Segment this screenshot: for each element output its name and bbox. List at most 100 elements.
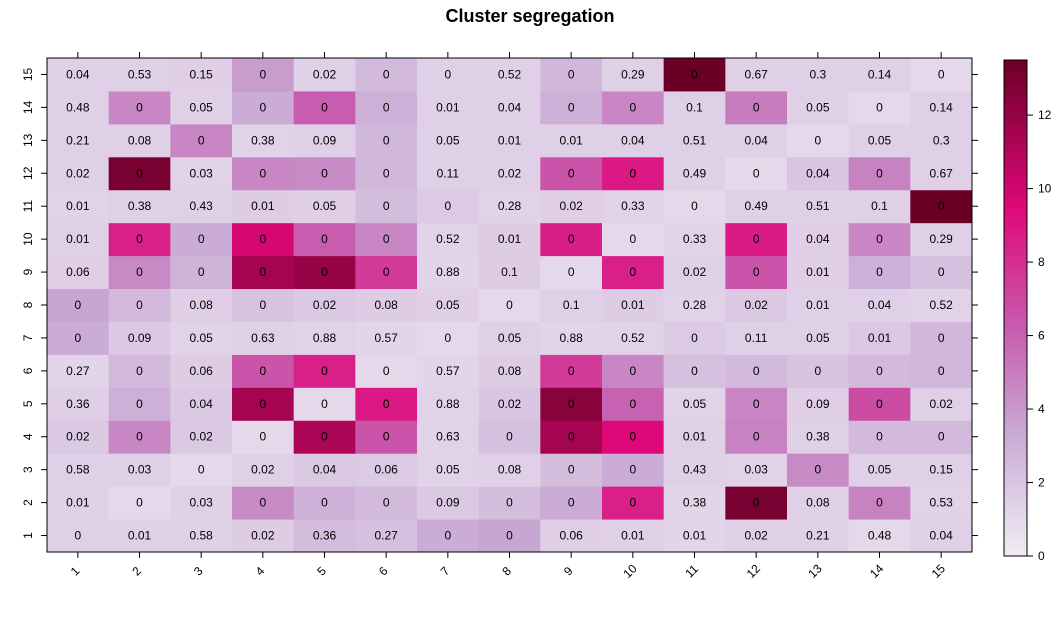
heatmap-cell xyxy=(355,123,418,158)
cell-value-label: 0.02 xyxy=(559,199,583,213)
heatmap-cell xyxy=(47,288,110,322)
heatmap-cell xyxy=(848,255,911,290)
heatmap-cell xyxy=(478,222,541,257)
heatmap-cell xyxy=(47,387,110,421)
cell-value-label: 0.04 xyxy=(313,463,337,477)
cell-value-label: 0 xyxy=(259,430,266,444)
heatmap-cell xyxy=(417,486,480,520)
cell-value-label: 0 xyxy=(136,265,143,279)
cell-value-label: 0.43 xyxy=(683,463,707,477)
cell-value-label: 0.02 xyxy=(498,166,522,180)
cell-value-label: 0.04 xyxy=(929,529,953,543)
heatmap-cell xyxy=(108,58,171,92)
cell-value-label: 0 xyxy=(198,133,205,147)
y-tick-label: 9 xyxy=(21,268,35,275)
heatmap-cell xyxy=(170,486,233,520)
heatmap-cell xyxy=(232,58,295,92)
cell-value-label: 0.05 xyxy=(313,199,337,213)
cell-value-label: 0.01 xyxy=(128,529,152,543)
heatmap-cell xyxy=(910,90,973,125)
heatmap-cell xyxy=(540,288,603,322)
heatmap-cell xyxy=(478,58,541,92)
cell-value-label: 0.11 xyxy=(437,166,460,180)
cell-value-label: 0 xyxy=(753,397,760,411)
cell-value-label: 0.06 xyxy=(559,529,583,543)
cell-value-label: 0 xyxy=(259,496,266,510)
cell-value-label: 0 xyxy=(629,364,636,378)
heatmap-cell xyxy=(910,519,973,553)
heatmap-cell xyxy=(848,321,911,355)
heatmap-cell xyxy=(663,288,726,322)
heatmap-cell xyxy=(232,255,295,290)
heatmap-cell xyxy=(725,255,788,290)
x-tick-label: 7 xyxy=(438,564,453,579)
cell-value-label: 0.52 xyxy=(621,331,645,345)
heatmap-cell xyxy=(910,354,973,388)
cell-value-label: 0.02 xyxy=(66,166,90,180)
heatmap-cell xyxy=(725,189,788,224)
cell-value-label: 0.14 xyxy=(868,67,892,81)
cell-value-label: 0 xyxy=(629,397,636,411)
x-tick-label: 9 xyxy=(561,564,576,579)
heatmap-cell xyxy=(417,58,480,92)
cell-value-label: 0.29 xyxy=(929,232,953,246)
heatmap-cell xyxy=(170,189,233,224)
heatmap-cell xyxy=(787,156,850,191)
y-tick-label: 15 xyxy=(21,67,35,81)
heatmap-cell xyxy=(232,453,295,487)
cell-value-label: 0.57 xyxy=(436,364,460,378)
cell-value-label: 0 xyxy=(753,430,760,444)
cell-value-label: 0 xyxy=(629,463,636,477)
heatmap-cell xyxy=(663,387,726,421)
heatmap-cell xyxy=(787,90,850,125)
heatmap-cell xyxy=(663,90,726,125)
cell-value-label: 0 xyxy=(506,496,513,510)
cell-value-label: 0.01 xyxy=(621,298,645,312)
cell-value-label: 0 xyxy=(506,298,513,312)
heatmap-cell xyxy=(725,321,788,355)
cell-value-label: 0.38 xyxy=(128,199,152,213)
heatmap-cell xyxy=(540,156,603,191)
cell-value-label: 0.48 xyxy=(868,529,892,543)
heatmap-cell xyxy=(417,189,480,224)
x-tick-label: 4 xyxy=(253,564,268,579)
x-tick-label: 8 xyxy=(499,564,514,579)
cell-value-label: 0.38 xyxy=(806,430,830,444)
cell-value-label: 0 xyxy=(876,265,883,279)
heatmap-cell xyxy=(787,222,850,257)
heatmap-cell xyxy=(663,222,726,257)
colorbar-ticks: 0 2 4 6 8 10 12 xyxy=(1027,108,1052,563)
heatmap-cell xyxy=(540,387,603,421)
cell-value-label: 0.52 xyxy=(929,298,953,312)
cell-value-label: 0.02 xyxy=(498,397,522,411)
cell-value-label: 0 xyxy=(568,496,575,510)
x-tick-label: 6 xyxy=(376,564,391,579)
heatmap-cell xyxy=(787,255,850,290)
cell-value-label: 0 xyxy=(259,67,266,81)
y-tick-label: 13 xyxy=(21,133,35,147)
colorbar-tick-label: 6 xyxy=(1038,329,1045,343)
heatmap-cell xyxy=(170,123,233,158)
cell-value-label: 0 xyxy=(74,331,81,345)
heatmap-cell xyxy=(232,387,295,421)
cell-value-label: 0.03 xyxy=(128,463,152,477)
cell-value-label: 0 xyxy=(259,232,266,246)
cell-value-label: 0.88 xyxy=(313,331,337,345)
cell-value-label: 0 xyxy=(321,430,328,444)
cell-value-label: 0 xyxy=(444,529,451,543)
cell-value-label: 0.02 xyxy=(683,265,707,279)
cell-value-label: 0.06 xyxy=(189,364,213,378)
cell-value-label: 0 xyxy=(321,496,328,510)
cell-value-label: 0 xyxy=(321,232,328,246)
cell-value-label: 0.08 xyxy=(806,496,830,510)
heatmap-cell xyxy=(355,354,418,388)
heatmap-cell xyxy=(293,321,356,355)
heatmap-cell xyxy=(725,387,788,421)
heatmap-cell xyxy=(848,90,911,125)
heatmap-cell xyxy=(293,90,356,125)
cell-value-label: 0 xyxy=(753,364,760,378)
colorbar-tick-label: 2 xyxy=(1038,476,1045,490)
heatmap-cell xyxy=(170,453,233,487)
heatmap-cell xyxy=(663,189,726,224)
heatmap-cell xyxy=(293,222,356,257)
